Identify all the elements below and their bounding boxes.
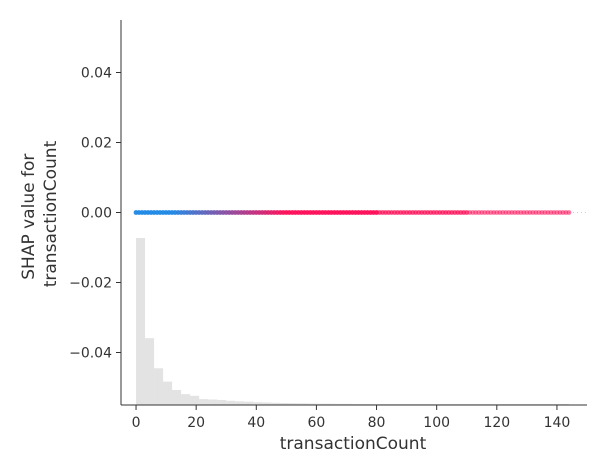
histogram-bar: [190, 395, 200, 405]
histogram-bar: [352, 403, 362, 405]
histogram-bar: [334, 403, 344, 405]
y-tick-label: 0.02: [81, 136, 112, 152]
x-tick-label: 40: [247, 415, 265, 431]
x-tick-label: 80: [368, 415, 386, 431]
histogram-bar: [145, 338, 155, 405]
histogram-bar: [217, 399, 227, 405]
scatter-points: [133, 210, 587, 215]
histogram-bar: [136, 238, 146, 405]
histogram-bar: [325, 403, 335, 405]
y-tick-label: −0.04: [69, 346, 112, 362]
x-tick-label: 140: [544, 415, 571, 431]
x-axis-label: transactionCount: [280, 434, 427, 454]
y-tick-label: 0.04: [81, 66, 112, 82]
histogram-bar: [343, 403, 353, 405]
x-tick-label: 60: [308, 415, 326, 431]
x-tick-label: 20: [187, 415, 205, 431]
y-axis-label: SHAP value for transactionCount: [19, 140, 61, 287]
y-axis-label-line2: transactionCount: [41, 140, 61, 287]
histogram-bar: [172, 389, 182, 405]
histogram: [136, 238, 569, 405]
histogram-bar: [361, 403, 371, 405]
x-tick-label: 0: [132, 415, 141, 431]
histogram-bar: [253, 402, 263, 405]
histogram-bar: [262, 402, 272, 405]
histogram-bar: [298, 403, 308, 405]
x-tick-label: 100: [423, 415, 450, 431]
histogram-bar: [289, 403, 299, 405]
scatter-point: [566, 210, 572, 215]
histogram-bar: [226, 400, 236, 405]
y-tick-label: 0.00: [81, 206, 112, 222]
histogram-bar: [244, 401, 254, 405]
histogram-bar: [181, 394, 191, 405]
histogram-bar: [208, 399, 218, 405]
histogram-bar: [316, 403, 326, 405]
ticks: 0 20 40 60 80 100 120 140 0.04 0.02 0.00 −0.02 −0.04: [69, 66, 570, 432]
y-axis-label-line1: SHAP value for: [19, 154, 39, 280]
histogram-bar: [154, 368, 164, 405]
x-tick-label: 120: [483, 415, 510, 431]
y-tick-label: −0.02: [69, 276, 112, 292]
histogram-bar: [163, 381, 173, 405]
histogram-bar: [307, 403, 317, 405]
histogram-bar: [271, 402, 281, 405]
histogram-bar: [199, 399, 209, 405]
histogram-bar: [280, 402, 290, 405]
histogram-bar: [235, 401, 245, 405]
